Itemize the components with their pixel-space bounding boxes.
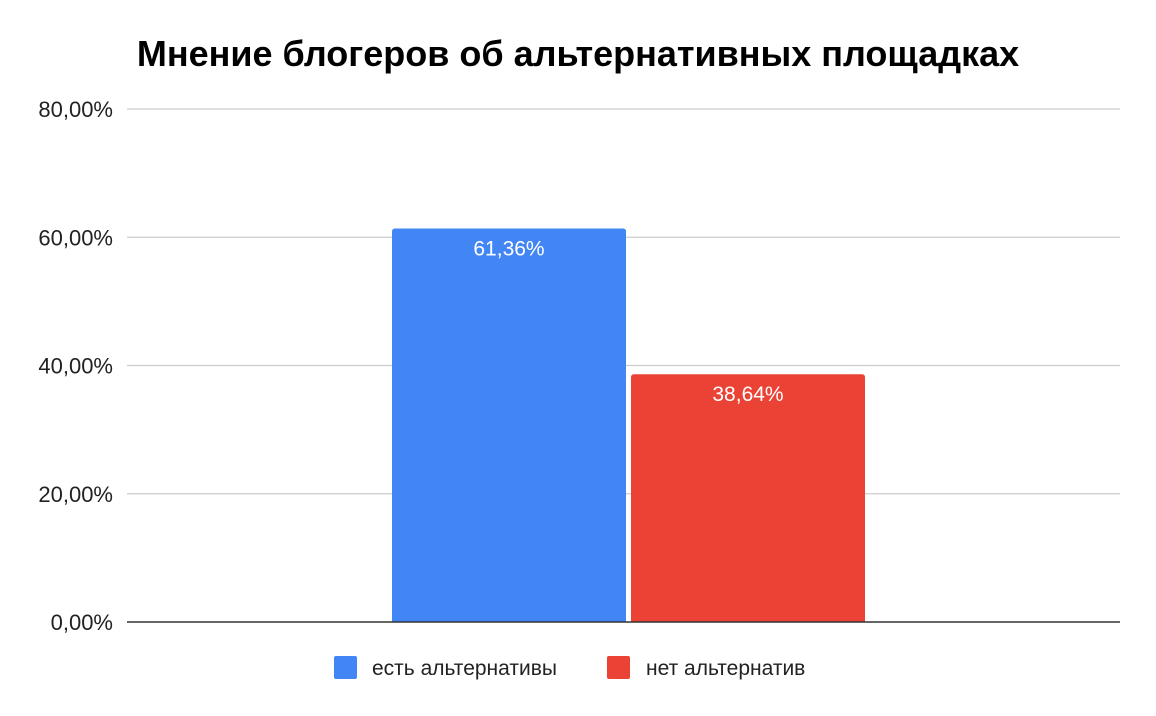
bars: 61,36% 38,64% — [392, 228, 865, 623]
y-tick-label: 80,00% — [38, 97, 113, 122]
y-axis-ticks: 0,00% 20,00% 40,00% 60,00% 80,00% — [38, 97, 113, 635]
y-tick-label: 20,00% — [38, 482, 113, 507]
y-tick-label: 0,00% — [51, 610, 113, 635]
legend-label-2: нет альтернатив — [646, 657, 805, 680]
data-label-1: 61,36% — [473, 238, 544, 261]
data-label-2: 38,64% — [712, 383, 783, 406]
legend-swatch-2 — [607, 656, 630, 679]
y-tick-label: 40,00% — [38, 354, 113, 379]
legend: есть альтернативы нет альтернатив — [334, 656, 805, 680]
bar-1 — [392, 228, 626, 623]
legend-label-1: есть альтернативы — [372, 657, 557, 680]
chart-title: Мнение блогеров об альтернативных площад… — [137, 33, 1019, 74]
y-tick-label: 60,00% — [38, 225, 113, 250]
bar-2 — [631, 374, 865, 622]
legend-swatch-1 — [334, 656, 357, 679]
